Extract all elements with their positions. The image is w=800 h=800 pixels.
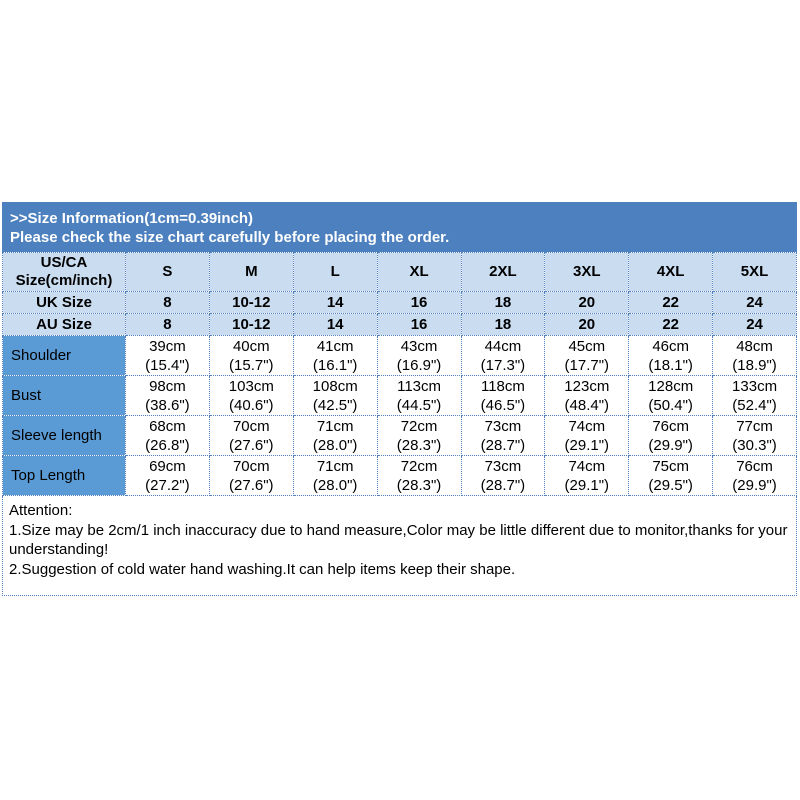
shoulder-row: Shoulder 39cm (15.4") 40cm (15.7") 41cm (16… — [2, 335, 797, 376]
corner-line2: Size(cm/inch) — [15, 272, 113, 289]
uk-size-value: 20 — [544, 291, 630, 314]
au-size-value: 24 — [712, 313, 797, 336]
size-col-header-3xl: 3XL — [544, 252, 630, 292]
size-col-header-s: S — [125, 252, 210, 292]
measurement-cell: 46cm (18.1") — [628, 335, 714, 376]
size-col-header-xl: XL — [376, 252, 462, 292]
measurement-cell: 108cm (42.5") — [292, 375, 378, 416]
measurement-cell: 70cm (27.6") — [208, 455, 294, 496]
size-col-header-4xl: 4XL — [628, 252, 714, 292]
measurement-cell: 128cm (50.4") — [628, 375, 714, 416]
measurement-cell: 71cm (28.0") — [292, 415, 378, 456]
uk-size-value: 22 — [628, 291, 714, 314]
sleeve-length-row: Sleeve length 68cm (26.8") 70cm (27.6") 71… — [2, 415, 797, 456]
measurement-cell: 103cm (40.6") — [208, 375, 294, 416]
attention-line1: 1.Size may be 2cm/1 inch inaccuracy due … — [9, 521, 788, 559]
measurement-cell: 68cm (26.8") — [125, 415, 210, 456]
uk-size-value: 16 — [376, 291, 462, 314]
top-length-row: Top Length 69cm (27.2") 70cm (27.6") 71cm(… — [2, 455, 797, 496]
uk-size-value: 8 — [125, 291, 210, 314]
au-size-value: 18 — [460, 313, 546, 336]
measurement-cell: 133cm (52.4") — [712, 375, 797, 416]
au-size-value: 14 — [292, 313, 378, 336]
size-col-header-2xl: 2XL — [460, 252, 546, 292]
measurement-cell: 76cm (29.9") — [628, 415, 714, 456]
measurement-cell: 43cm (16.9") — [376, 335, 462, 376]
au-size-value: 22 — [628, 313, 714, 336]
measurement-cell: 44cm (17.3") — [460, 335, 546, 376]
measurement-cell: 45cm (17.7") — [544, 335, 630, 376]
measurement-cell: 39cm (15.4") — [125, 335, 210, 376]
measurement-cell: 118cm (46.5") — [460, 375, 546, 416]
measurement-cell: 74cm (29.1") — [544, 415, 630, 456]
measurement-cell: 71cm (28.0") — [292, 455, 378, 496]
uk-size-value: 18 — [460, 291, 546, 314]
corner-header: US/CA Size(cm/inch) — [2, 252, 126, 292]
measurement-cell: 73cm (28.7") — [460, 415, 546, 456]
au-size-value: 8 — [125, 313, 210, 336]
measurement-cell: 123cm (48.4") — [544, 375, 630, 416]
attention-line2: 2.Suggestion of cold water hand washing.… — [9, 560, 516, 578]
size-header-row: US/CA Size(cm/inch) S M L XL 2XL 3XL 4XL… — [2, 252, 797, 292]
au-size-value: 20 — [544, 313, 630, 336]
measurement-cell: 40cm (15.7") — [208, 335, 294, 376]
measurement-cell: 72cm (28.3") — [376, 455, 462, 496]
measurement-cell: 72cm (28.3") — [376, 415, 462, 456]
measurement-cell: 74cm (29.1") — [544, 455, 630, 496]
size-col-header-l: L — [292, 252, 378, 292]
row-label-sleeve-length: Sleeve length — [2, 415, 126, 456]
measurement-cell: 48cm (18.9") — [712, 335, 797, 376]
row-label-bust: Bust — [2, 375, 126, 416]
title-line1: >>Size Information(1cm=0.39inch) — [10, 210, 253, 227]
uk-size-value: 10-12 — [208, 291, 294, 314]
row-label-top-length: Top Length — [2, 455, 126, 496]
uk-size-value: 24 — [712, 291, 797, 314]
size-col-header-5xl: 5XL — [712, 252, 797, 292]
measurement-cell: 98cm (38.6") — [125, 375, 210, 416]
size-chart-panel: >>Size Information(1cm=0.39inch) Please … — [2, 202, 797, 596]
measurement-cell: 76cm (29.9") — [712, 455, 797, 496]
measurement-cell: 73cm (28.7") — [460, 455, 546, 496]
corner-line1: US/CA — [40, 254, 88, 271]
au-size-row: AU Size 8 10-12 14 16 18 20 22 24 — [2, 313, 797, 336]
size-table: US/CA Size(cm/inch) S M L XL 2XL 3XL 4XL… — [2, 252, 797, 496]
measurement-cell: 70cm (27.6") — [208, 415, 294, 456]
row-label-au-size: AU Size — [2, 313, 126, 336]
measurement-cell: 75cm (29.5") — [628, 455, 714, 496]
measurement-cell: 113cm (44.5") — [376, 375, 462, 416]
bust-row: Bust 98cm (38.6") 103cm (40.6") 108cm (42.5… — [2, 375, 797, 416]
title-bar: >>Size Information(1cm=0.39inch) Please … — [2, 202, 797, 252]
size-col-header-m: M — [208, 252, 294, 292]
au-size-value: 10-12 — [208, 313, 294, 336]
measurement-cell: 77cm (30.3") — [712, 415, 797, 456]
row-label-uk-size: UK Size — [2, 291, 126, 314]
attention-note: Attention: 1.Size may be 2cm/1 inch inac… — [2, 496, 797, 596]
row-label-shoulder: Shoulder — [2, 335, 126, 376]
attention-title: Attention: — [9, 502, 73, 519]
title-line2: Please check the size chart carefully be… — [10, 229, 450, 246]
uk-size-value: 14 — [292, 291, 378, 314]
measurement-cell: 69cm (27.2") — [125, 455, 210, 496]
uk-size-row: UK Size 8 10-12 14 16 18 20 22 24 — [2, 291, 797, 314]
au-size-value: 16 — [376, 313, 462, 336]
measurement-cell: 41cm (16.1") — [292, 335, 378, 376]
